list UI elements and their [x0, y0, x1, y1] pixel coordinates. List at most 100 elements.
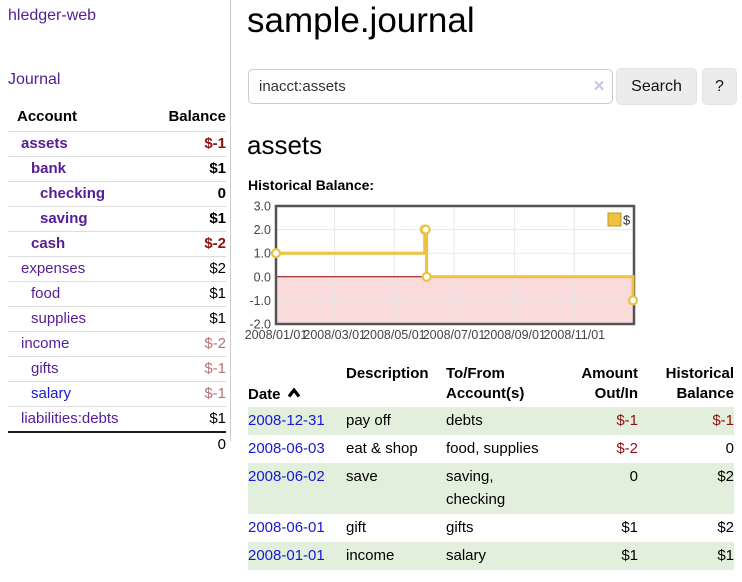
account-row: saving $1	[8, 206, 226, 232]
legend-label: $	[623, 213, 631, 228]
transaction-balance: $-1	[712, 412, 734, 429]
account-link[interactable]: saving	[40, 210, 88, 227]
account-link[interactable]: gifts	[31, 360, 59, 377]
x-tick-label: 2008/05/01	[363, 328, 426, 342]
y-tick-label: 0.0	[254, 270, 271, 284]
account-row: expenses $2	[8, 256, 226, 282]
accounts-table: Account Balance assets $-1 bank $1 checking 0…	[8, 104, 226, 457]
account-title: assets	[247, 130, 323, 160]
transaction-date-cell: 2008-12-31	[248, 407, 346, 435]
x-tick-label: 2008/11/01	[544, 328, 606, 342]
account-name-cell: assets	[8, 131, 152, 157]
register-header-date[interactable]: Date	[248, 356, 346, 407]
x-tick-label: 2008/09/01	[483, 328, 546, 342]
transaction-accounts: saving, checking	[446, 468, 506, 508]
account-row: food $1	[8, 281, 226, 307]
accounts-total-row: 0	[8, 431, 226, 457]
sidebar: hledger-web Journal Account Balance asse…	[0, 0, 231, 457]
register-header-balance: Historical Balance	[665, 365, 734, 402]
x-tick-label: 2008/01/01	[245, 328, 308, 342]
account-balance: $1	[151, 206, 226, 232]
help-button[interactable]: ?	[702, 68, 737, 105]
transaction-row: 2008-06-03 eat & shop food, supplies $-2 0	[248, 435, 734, 463]
transaction-row: 2008-06-02 save saving, checking 0 $2	[248, 463, 734, 514]
data-point	[420, 224, 431, 235]
account-link[interactable]: income	[21, 335, 70, 352]
transaction-amount: $-1	[616, 412, 638, 429]
transaction-description: eat & shop	[346, 440, 418, 457]
account-link[interactable]: expenses	[21, 260, 86, 277]
register-header-description: Description	[346, 365, 429, 382]
account-name-cell: salary	[8, 381, 152, 407]
transaction-description: income	[346, 547, 395, 564]
transaction-date-link[interactable]: 2008-06-02	[248, 468, 325, 485]
y-tick-label: 1.0	[254, 247, 271, 261]
account-balance: $-1	[151, 131, 226, 157]
transaction-date-link[interactable]: 2008-06-03	[248, 440, 325, 457]
transaction-balance: $2	[717, 468, 734, 485]
register-header-amount: Amount Out/In	[581, 365, 638, 402]
account-name-cell: gifts	[8, 356, 152, 382]
sort-ascending-icon	[287, 384, 301, 404]
transaction-amount: 0	[629, 468, 638, 485]
transaction-accounts: food, supplies	[446, 440, 539, 457]
account-link[interactable]: cash	[31, 235, 66, 252]
search-button[interactable]: Search	[616, 68, 697, 105]
accounts-table-body: assets $-1 bank $1 checking 0 saving $1 cash $-2 e…	[8, 131, 226, 432]
plot-border	[274, 204, 636, 326]
transaction-date-cell: 2008-06-01	[248, 514, 346, 542]
transaction-accounts: gifts	[446, 519, 474, 536]
account-row: supplies $1	[8, 306, 226, 332]
account-name-cell: liabilities:debts	[8, 406, 152, 432]
x-tick-label: 2008/07/01	[423, 328, 486, 342]
historical-balance-chart[interactable]: $3.0 2.0 1.0 0.0 -1.0 -2.02008/01/012008/03/0…	[240, 198, 742, 350]
search-input[interactable]	[248, 69, 613, 104]
register-header-date-label: Date	[248, 386, 281, 403]
transaction-date-link[interactable]: 2008-01-01	[248, 547, 325, 564]
transaction-amount: $-2	[616, 440, 638, 457]
account-link[interactable]: liabilities:debts	[21, 410, 119, 427]
account-name-cell: checking	[8, 181, 152, 207]
account-name-cell: bank	[8, 156, 152, 182]
y-tick-label: -1.0	[249, 294, 271, 308]
account-row: gifts $-1	[8, 356, 226, 382]
transaction-date-cell: 2008-06-02	[248, 463, 346, 514]
accounts-header-row: Account Balance	[8, 104, 226, 132]
chart-heading: Historical Balance:	[248, 177, 375, 193]
clear-search-icon[interactable]: ×	[593, 75, 605, 97]
data-point	[421, 271, 432, 282]
transaction-date-link[interactable]: 2008-06-01	[248, 519, 325, 536]
y-tick-label: 2.0	[254, 223, 271, 237]
register-header-row: Date Description To/From Account(s) Amou…	[248, 356, 734, 407]
accounts-header-account: Account	[17, 108, 77, 125]
transaction-row: 2008-06-01 gift gifts $1 $2	[248, 514, 734, 542]
account-link[interactable]: checking	[40, 185, 106, 202]
register-header-accounts: To/From Account(s)	[446, 365, 525, 402]
transaction-amount: $1	[621, 547, 638, 564]
account-balance: $-2	[151, 231, 226, 257]
sidebar-item-journal[interactable]: Journal	[8, 71, 61, 88]
transaction-description: save	[346, 468, 378, 485]
account-name-cell: expenses	[8, 256, 152, 282]
data-point	[627, 295, 639, 306]
transaction-balance: $1	[717, 547, 734, 564]
account-row: checking 0	[8, 181, 226, 207]
transaction-date-cell: 2008-06-03	[248, 435, 346, 463]
transaction-date-link[interactable]: 2008-12-31	[248, 412, 325, 429]
page-title: sample.journal	[247, 1, 475, 40]
account-balance: $1	[151, 306, 226, 332]
transaction-row: 2008-01-01 income salary $1 $1	[248, 542, 734, 570]
transaction-row: 2008-12-31 pay off debts $-1 $-1	[248, 407, 734, 435]
account-link[interactable]: assets	[21, 135, 68, 152]
account-link[interactable]: supplies	[31, 310, 87, 327]
account-name-cell: income	[8, 331, 152, 357]
account-balance: 0	[151, 181, 226, 207]
account-link[interactable]: salary	[31, 385, 72, 402]
brand-link[interactable]: hledger-web	[8, 7, 97, 24]
account-link[interactable]: bank	[31, 160, 67, 177]
account-balance: $1	[151, 281, 226, 307]
account-link[interactable]: food	[31, 285, 61, 302]
account-name-cell: supplies	[8, 306, 152, 332]
transaction-amount: $1	[621, 519, 638, 536]
account-balance: $1	[151, 156, 226, 182]
